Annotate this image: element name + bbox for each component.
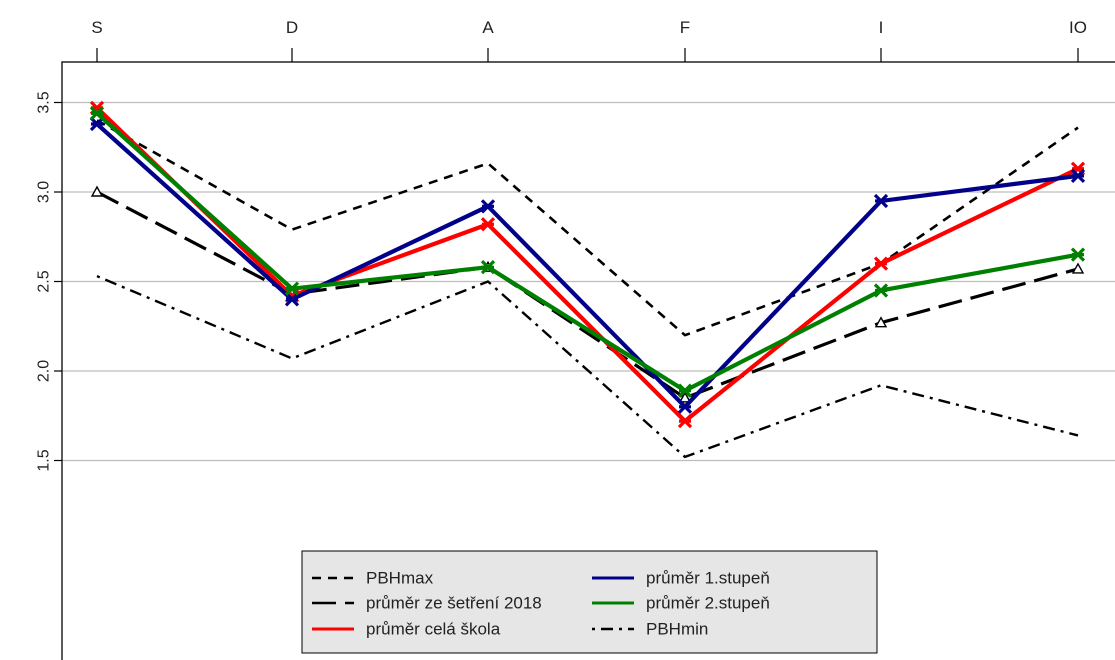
legend-item-pbhmax: PBHmax: [312, 569, 434, 588]
series-line: [95, 111, 1079, 393]
data-point: [284, 281, 300, 296]
legend-item-pbhmin: PBHmin: [592, 620, 708, 639]
data-point: [89, 116, 105, 132]
x-tick-label: D: [286, 18, 298, 37]
x-axis-top: S D A F I IO: [91, 18, 1087, 62]
x-tick-label: I: [879, 18, 884, 37]
data-point: [677, 383, 693, 398]
y-tick-label: 2.0: [36, 360, 53, 382]
data-point: [873, 256, 889, 271]
legend-item-prumer-cela-skola: průměr celá škola: [312, 620, 501, 639]
x-tick-label: A: [482, 18, 494, 37]
legend-label: průměr 1.stupeň: [646, 569, 770, 588]
grid-lines: [62, 101, 1115, 462]
data-point: [480, 260, 496, 275]
data-point: [1070, 247, 1086, 262]
legend-label: průměr 2.stupeň: [646, 594, 770, 613]
data-point: [284, 292, 300, 307]
x-tick-label: S: [91, 18, 102, 37]
y-tick-label: 2.5: [36, 270, 53, 292]
series-line: [95, 106, 1079, 424]
data-point: [89, 106, 105, 121]
data-point: [873, 283, 889, 298]
data-point: [678, 391, 692, 403]
series-pbhmin: [96, 275, 1079, 459]
x-tick-label: IO: [1069, 18, 1087, 37]
series-prumer-cela-skola: [89, 100, 1086, 429]
series-pbhmax: [96, 119, 1079, 337]
legend-box: [301, 550, 878, 654]
data-point: [1071, 262, 1085, 274]
data-point: [873, 193, 889, 209]
series-line: [96, 119, 1079, 337]
series-line: [95, 122, 1079, 409]
series-lines: [89, 100, 1086, 459]
plot-frame: [61, 61, 1115, 660]
legend-label: průměr ze šetření 2018: [366, 594, 542, 613]
y-tick-label: 3.5: [36, 91, 53, 113]
legend-item-prumer-1-stupen: průměr 1.stupeň: [592, 569, 770, 588]
y-tick-label: 1.5: [36, 449, 53, 471]
x-tick-label: F: [680, 18, 690, 37]
series-prumer-1-stupen: [89, 116, 1086, 414]
data-point: [677, 413, 693, 429]
series-prumer-2-stupen: [89, 106, 1086, 398]
legend-label: průměr celá škola: [366, 620, 501, 639]
legend-items: PBHmax průměr 1.stupeň průměr ze šetření 2…: [312, 569, 770, 639]
legend-label: PBHmax: [366, 569, 434, 588]
series-line: [96, 190, 1079, 400]
legend-item-prumer-ze-setreni-2018: průměr ze šetření 2018: [312, 594, 542, 613]
y-axis-left: 1.5 2.0 2.5 3.0 3.5: [36, 91, 62, 472]
legend-label: PBHmin: [646, 620, 708, 639]
series-line: [96, 275, 1079, 459]
data-point: [480, 217, 496, 232]
legend-item-prumer-2-stupen: průměr 2.stupeň: [592, 594, 770, 613]
legend: PBHmax průměr 1.stupeň průměr ze šetření 2…: [301, 550, 878, 654]
data-point: [874, 316, 888, 328]
data-point: [677, 399, 693, 414]
y-tick-label: 3.0: [36, 181, 53, 203]
data-point: [1070, 168, 1086, 184]
data-point: [90, 185, 104, 197]
data-point: [480, 199, 496, 214]
